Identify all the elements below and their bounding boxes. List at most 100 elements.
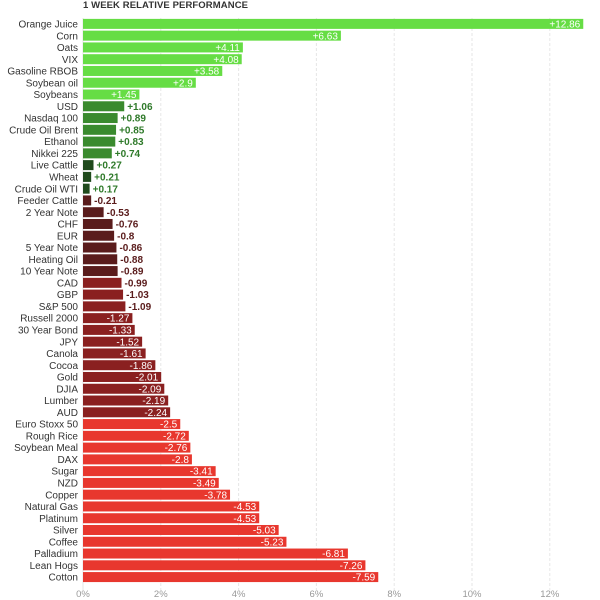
data-label: +12.86	[549, 19, 580, 30]
category-label: Sugar	[51, 467, 78, 478]
category-label: GBP	[57, 290, 78, 301]
data-label: +0.89	[121, 114, 147, 125]
bar	[83, 148, 112, 159]
data-label: -1.03	[126, 290, 149, 301]
bar	[83, 466, 216, 477]
bar	[83, 324, 135, 335]
data-label: -1.27	[107, 314, 130, 325]
category-label: CHF	[57, 220, 78, 231]
bar	[83, 42, 243, 53]
bar	[83, 524, 279, 535]
category-label: Cocoa	[49, 361, 78, 372]
bar	[83, 513, 260, 524]
data-label: -1.86	[130, 361, 153, 372]
bar	[83, 477, 219, 488]
bar	[83, 548, 348, 559]
bar	[83, 18, 584, 29]
data-label: -3.78	[204, 490, 227, 501]
data-label: -0.8	[117, 231, 135, 242]
category-label: Ethanol	[44, 137, 78, 148]
category-label: NZD	[57, 479, 78, 490]
bar	[83, 395, 169, 406]
category-label: 2 Year Note	[26, 208, 79, 219]
data-label: -0.88	[120, 255, 143, 266]
category-label: Cotton	[49, 573, 78, 584]
category-label: VIX	[62, 55, 78, 66]
category-label: Heating Oil	[29, 255, 78, 266]
bar	[83, 442, 191, 453]
category-label: Rough Rice	[26, 431, 79, 442]
category-label: Soybean Meal	[14, 443, 78, 454]
data-label: +4.08	[213, 55, 239, 66]
data-label: -6.81	[322, 549, 345, 560]
data-label: -2.72	[163, 431, 186, 442]
category-label: Platinum	[39, 514, 78, 525]
category-label: Orange Juice	[19, 19, 79, 30]
bar	[83, 242, 117, 253]
x-tick-label: 4%	[232, 589, 246, 600]
data-label: -2.24	[144, 408, 167, 419]
category-label: Coffee	[49, 537, 79, 548]
data-label: +6.63	[313, 31, 339, 42]
category-label: Canola	[46, 349, 78, 360]
data-label: +0.83	[118, 137, 144, 148]
bar	[83, 277, 122, 288]
bar	[83, 454, 192, 465]
category-label: Feeder Cattle	[17, 196, 78, 207]
bar	[83, 89, 140, 100]
category-label: 10 Year Note	[20, 267, 78, 278]
data-label: -2.5	[160, 420, 178, 431]
category-label: USD	[57, 102, 78, 113]
bar	[83, 383, 165, 394]
bar	[83, 301, 126, 312]
bar	[83, 560, 366, 571]
bar	[83, 101, 125, 112]
data-label: -4.53	[233, 514, 256, 525]
bar	[83, 65, 223, 76]
category-label: Copper	[45, 490, 78, 501]
x-tick-label: 2%	[154, 589, 168, 600]
category-label: Russell 2000	[20, 314, 78, 325]
category-label: Natural Gas	[25, 502, 78, 513]
bar	[83, 360, 156, 371]
category-label: Palladium	[34, 549, 78, 560]
category-label: Lean Hogs	[30, 561, 78, 572]
bar	[83, 113, 118, 124]
data-label: -0.76	[116, 220, 139, 231]
category-label: Corn	[56, 31, 78, 42]
category-label: S&P 500	[39, 302, 79, 313]
data-label: -3.41	[190, 467, 213, 478]
category-label: 30 Year Bond	[18, 326, 78, 337]
data-label: -0.53	[107, 208, 130, 219]
x-tick-label: 6%	[310, 589, 324, 600]
category-label: Gasoline RBOB	[7, 67, 78, 78]
bar	[83, 430, 189, 441]
data-label: -2.76	[165, 443, 188, 454]
category-label: JPY	[60, 337, 79, 348]
data-label: +0.21	[94, 172, 120, 183]
category-label: Gold	[57, 373, 78, 384]
category-label: Wheat	[49, 172, 78, 183]
category-label: EUR	[57, 231, 78, 242]
category-label: Euro Stoxx 50	[15, 420, 78, 431]
data-label: -5.23	[261, 537, 284, 548]
category-label: CAD	[57, 278, 78, 289]
bar	[83, 195, 92, 206]
bar	[83, 183, 90, 194]
data-label: +1.06	[127, 102, 153, 113]
data-label: -0.99	[125, 278, 148, 289]
x-tick-label: 8%	[387, 589, 401, 600]
data-label: -1.09	[128, 302, 151, 313]
data-label: -0.86	[119, 243, 142, 254]
bar	[83, 254, 118, 265]
data-label: -2.8	[172, 455, 190, 466]
category-label: Lumber	[44, 396, 79, 407]
data-label: +4.11	[215, 43, 240, 54]
bar	[83, 501, 260, 512]
data-label: -0.89	[121, 267, 144, 278]
data-label: -1.61	[120, 349, 143, 360]
bar	[83, 536, 287, 547]
data-label: -1.33	[109, 326, 132, 337]
x-tick-label: 0%	[76, 589, 90, 600]
